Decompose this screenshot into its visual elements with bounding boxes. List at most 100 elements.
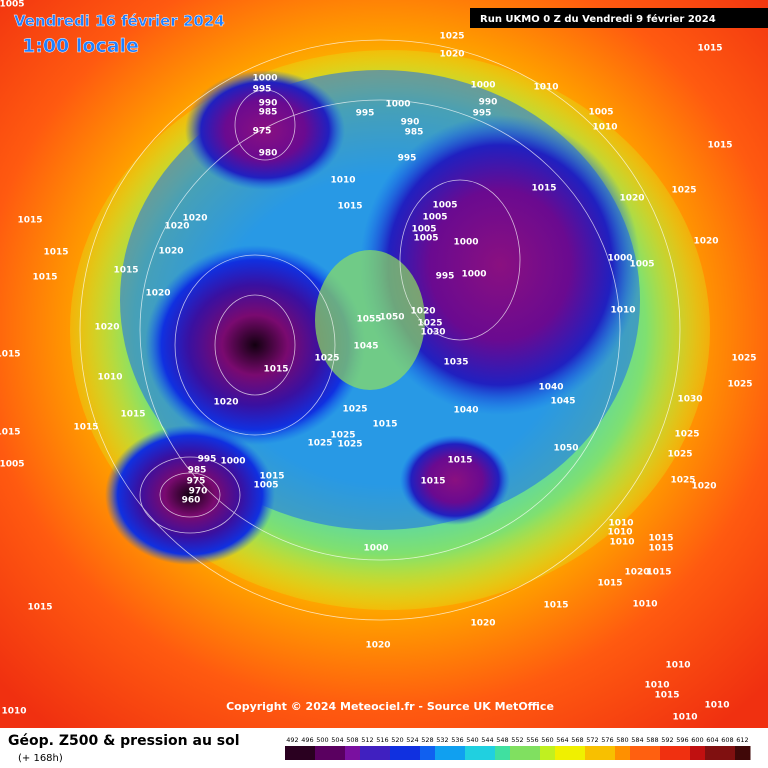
colorbar-cell (315, 746, 331, 760)
colorbar-tick: 604 (706, 736, 718, 744)
colorbar-tick: 612 (736, 736, 748, 744)
colorbar-cell (510, 746, 526, 760)
colorbar-tick: 572 (586, 736, 598, 744)
isobar-label: 1015 (120, 410, 145, 420)
isobar-label: 1005 (629, 260, 654, 270)
isobar-label: 1015 (32, 273, 57, 283)
isobar-label: 1000 (470, 81, 495, 91)
isobar-label: 1005 (432, 201, 457, 211)
isobar-label: 1020 (693, 237, 718, 247)
isobar-label: 1025 (342, 405, 367, 415)
isobar-label: 1020 (470, 619, 495, 629)
isobar-label: 1010 (644, 681, 669, 691)
isobar-label: 1000 (461, 270, 486, 280)
isobar-label: 1000 (607, 254, 632, 264)
isobar-label: 1015 (263, 365, 288, 375)
isobar-label: 1005 (413, 234, 438, 244)
colorbar-tick: 492 (286, 736, 298, 744)
copyright: Copyright © 2024 Meteociel.fr - Source U… (226, 700, 554, 713)
colorbar-cell (345, 746, 361, 760)
isobar-label: 985 (405, 128, 424, 138)
isobar-label: 1010 (704, 701, 729, 711)
isobar-label: 1015 (420, 477, 445, 487)
colorbar-cell (555, 746, 571, 760)
colorbar-tick: 592 (661, 736, 673, 744)
isobar-label: 1015 (646, 568, 671, 578)
isobar-label: 1015 (648, 544, 673, 554)
isobar-label: 1025 (727, 380, 752, 390)
isobar-label: 1015 (372, 420, 397, 430)
colorbar-tick: 564 (556, 736, 568, 744)
colorbar-cell (375, 746, 391, 760)
isobar-label: 1010 (607, 528, 632, 538)
colorbar-tick: 504 (331, 736, 343, 744)
colorbar-cell (690, 746, 706, 760)
isobar-label: 1025 (667, 450, 692, 460)
isobar-label: 1015 (543, 601, 568, 611)
isobar-label: 995 (253, 85, 272, 95)
colorbar-cell (480, 746, 496, 760)
isobar-label: 1010 (592, 123, 617, 133)
colorbar-cell (615, 746, 631, 760)
colorbar-tick: 584 (631, 736, 643, 744)
isobar-label: 1045 (550, 397, 575, 407)
isobar-label: 985 (188, 466, 207, 476)
isobar-label: 1020 (164, 222, 189, 232)
isobar-label: 1005 (411, 225, 436, 235)
isobar-label: 995 (356, 109, 375, 119)
isobar-label: 1040 (538, 383, 563, 393)
isobar-label: 1010 (330, 176, 355, 186)
colorbar-cell (570, 746, 586, 760)
isobar-label: 1020 (158, 247, 183, 257)
colorbar-cell (450, 746, 466, 760)
isobar-label: 1025 (674, 430, 699, 440)
isobar-label: 1030 (420, 328, 445, 338)
colorbar-cell (465, 746, 481, 760)
colorbar-tick: 520 (391, 736, 403, 744)
isobar-label: 1045 (353, 342, 378, 352)
colorbar-cell (600, 746, 616, 760)
isobar-label: 1025 (337, 440, 362, 450)
isobar-label: 1035 (443, 358, 468, 368)
isobar-label: 1015 (27, 603, 52, 613)
colorbar: 492 496 500 504 508 512 516 520 524 528 532 536 540 5… (285, 736, 751, 760)
isobar-label: 1015 (697, 44, 722, 54)
colorbar-cell (495, 746, 511, 760)
isobar-label: 1010 (672, 713, 697, 723)
colorbar-cell (360, 746, 376, 760)
isobar-label: 1050 (553, 444, 578, 454)
run-info: Run UKMO 0 Z du Vendredi 9 février 2024 (480, 13, 716, 25)
isobar-label: 1000 (363, 544, 388, 554)
low-canada (145, 245, 365, 445)
colorbar-tick: 536 (451, 736, 463, 744)
local-time: 1:00 locale (22, 35, 139, 57)
run-box (470, 8, 768, 28)
colorbar-tick: 560 (541, 736, 553, 744)
isobar-label: 1020 (94, 323, 119, 333)
colorbar-cell (420, 746, 436, 760)
isobar-label: 1020 (624, 568, 649, 578)
isobar-label: 1010 (533, 83, 558, 93)
isobar-label: 1020 (145, 289, 170, 299)
colorbar-tick: 568 (571, 736, 583, 744)
isobar-label: 1010 (665, 661, 690, 671)
footer-lead: (+ 168h) (18, 753, 63, 764)
isobar-label: 1010 (608, 519, 633, 529)
isobar-label: 975 (187, 477, 206, 487)
colorbar-cell (630, 746, 646, 760)
isobar-label: 995 (436, 272, 455, 282)
isobar-label: 1000 (453, 238, 478, 248)
isobar-label: 1000 (385, 100, 410, 110)
colorbar-cell (525, 746, 541, 760)
isobar-label: 1055 (356, 315, 381, 325)
isobar-label: 1005 (0, 460, 25, 470)
isobar-label: 1015 (337, 202, 362, 212)
low-pacific (185, 70, 345, 190)
isobar-label: 1025 (314, 354, 339, 364)
colorbar-tick: 544 (481, 736, 493, 744)
colorbar-cell (675, 746, 691, 760)
colorbar-cell (405, 746, 421, 760)
isobar-label: 1020 (410, 307, 435, 317)
isobar-label: 995 (198, 455, 217, 465)
